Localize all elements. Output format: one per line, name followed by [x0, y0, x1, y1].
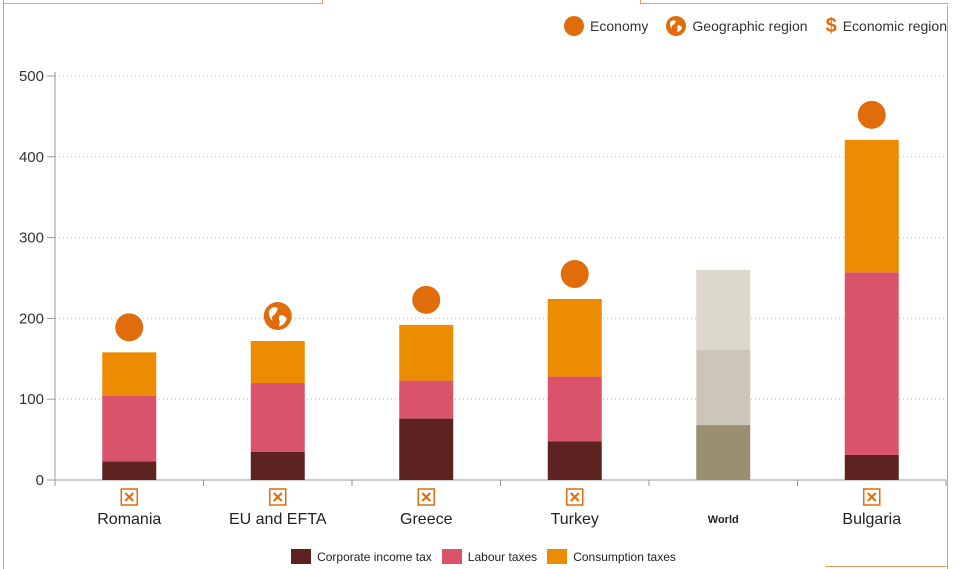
frame-top-right-border [640, 3, 948, 4]
legend-consumption-label: Consumption taxes [573, 549, 676, 564]
economy-marker-icon [115, 313, 144, 342]
category-label: Turkey [551, 511, 599, 528]
consumption-swatch [547, 549, 568, 564]
marker-legend: Economy Geographic region $ Economic reg… [564, 16, 947, 36]
bar-corporate [547, 441, 602, 480]
bar-consumption [102, 352, 157, 396]
bar-consumption [399, 324, 454, 381]
globe-marker-icon [263, 302, 292, 331]
stacked-bar-chart: 0 100 200 300 400 500 Romania EU and EFTA Greece… [19, 68, 947, 528]
legend-consumption-taxes[interactable]: Consumption taxes [547, 549, 676, 564]
legend-economic-region-label: Economic region [842, 18, 947, 34]
bar-labour [844, 272, 899, 455]
category-label: Romania [97, 511, 161, 528]
legend-corporate-label: Corporate income tax [317, 549, 432, 564]
legend-labour-taxes[interactable]: Labour taxes [441, 549, 538, 564]
legend-economy-label: Economy [590, 18, 649, 34]
frame-top-right-tick [640, 0, 641, 4]
bar-consumption [696, 269, 751, 350]
economy-marker-icon [560, 260, 589, 289]
corporate-swatch [291, 549, 312, 564]
bar-labour [102, 395, 157, 462]
y-tick-label: 500 [19, 68, 44, 85]
category-label: World [708, 514, 739, 526]
y-tick-label: 0 [36, 472, 44, 489]
y-tick-label: 400 [19, 149, 44, 166]
bar-labour [250, 383, 305, 452]
frame-bottom-border [825, 566, 948, 567]
bar-corporate [696, 425, 751, 480]
remove-category-icon-stroke [867, 492, 877, 502]
frame-top-left-tick [322, 0, 323, 4]
y-tick-label: 100 [19, 391, 44, 408]
bar-corporate [399, 418, 454, 480]
bar-corporate [250, 451, 305, 480]
category-label: EU and EFTA [229, 511, 327, 528]
category-label: Greece [400, 511, 453, 528]
bar-corporate [844, 454, 899, 480]
legend-economy[interactable]: Economy [564, 16, 648, 36]
bar-labour [696, 349, 751, 426]
remove-category-icon-stroke [421, 492, 431, 502]
globe-marker-land [268, 307, 278, 322]
y-tick-label: 200 [19, 310, 44, 327]
remove-category-icon-stroke [273, 492, 283, 502]
y-tick-label: 300 [19, 230, 44, 247]
frame-top-left-border [3, 3, 323, 4]
bar-labour [547, 376, 602, 442]
globe-marker-land [278, 315, 287, 327]
globe-icon [666, 16, 687, 36]
bar-consumption [844, 139, 899, 273]
dollar-icon: $ [825, 15, 837, 37]
labour-swatch [441, 549, 462, 564]
legend-economic-region[interactable]: $ Economic region [826, 16, 947, 36]
remove-category-icon-stroke [570, 492, 580, 502]
category-label: Bulgaria [842, 511, 901, 528]
frame-left-border [3, 0, 4, 569]
legend-geographic-region[interactable]: Geographic region [666, 16, 808, 36]
series-legend: Corporate income tax Labour taxes Consum… [0, 549, 967, 564]
economy-marker-icon [857, 100, 886, 129]
legend-corporate-income-tax[interactable]: Corporate income tax [291, 549, 432, 564]
economy-marker-icon [412, 285, 441, 314]
bar-consumption [547, 299, 602, 377]
remove-category-icon-stroke [124, 492, 134, 502]
bar-consumption [250, 341, 305, 384]
economy-dot-icon [564, 16, 585, 36]
legend-geographic-region-label: Geographic region [692, 18, 808, 34]
legend-labour-label: Labour taxes [467, 549, 538, 564]
bar-labour [399, 380, 454, 419]
bar-corporate [102, 461, 157, 480]
frame-right-border [947, 6, 948, 569]
